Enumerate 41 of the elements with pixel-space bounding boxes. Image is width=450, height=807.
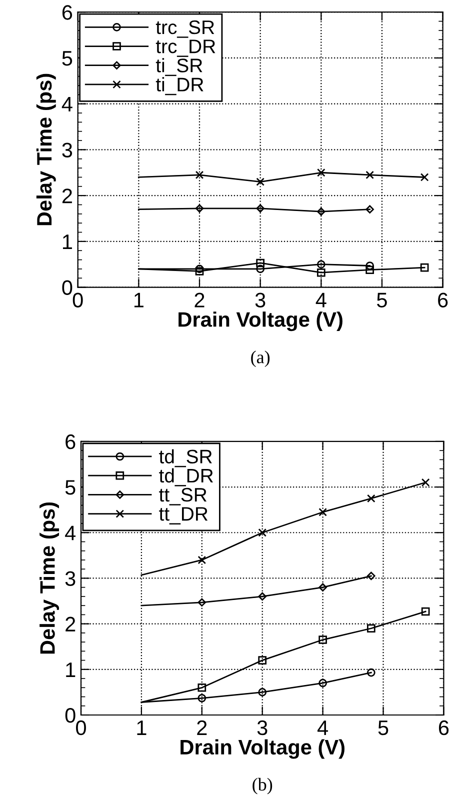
legend-label: tt_DR xyxy=(159,507,208,524)
y-axis-title: Delay Time (ps) xyxy=(36,74,56,226)
x-axis-title: Drain Voltage (V) xyxy=(180,739,344,759)
legend-label: trc_SR xyxy=(156,20,214,38)
y-tick-label: 3 xyxy=(62,142,72,158)
x-tick-label: 2 xyxy=(197,720,207,735)
legend-label: tt_SR xyxy=(159,488,207,506)
legend-label: td_DR xyxy=(159,468,213,486)
y-tick-label: 6 xyxy=(66,434,76,450)
y-axis-title: Delay Time (ps) xyxy=(40,502,59,654)
legend-label: ti_DR xyxy=(156,77,204,96)
x-tick-label: 5 xyxy=(378,720,388,736)
y-tick-label: 6 xyxy=(62,5,72,20)
y-tick-label: 5 xyxy=(62,51,72,66)
x-tick-label: 6 xyxy=(438,720,449,736)
y-tick-label: 3 xyxy=(65,571,76,586)
y-tick-label: 5 xyxy=(65,480,76,495)
legend-label: trc_DR xyxy=(156,40,216,57)
y-tick-label: 2 xyxy=(62,188,72,204)
y-tick-label: 4 xyxy=(62,97,72,112)
x-tick-label: 2 xyxy=(194,292,204,308)
y-tick-label: 1 xyxy=(66,662,76,677)
x-tick-label: 4 xyxy=(316,292,326,308)
x-tick-label: 3 xyxy=(257,720,268,736)
y-tick-label: 4 xyxy=(65,526,76,540)
x-tick-label: 5 xyxy=(377,292,387,308)
x-tick-label: 6 xyxy=(438,292,448,308)
x-tick-label: 1 xyxy=(134,292,144,308)
x-tick-label: 3 xyxy=(255,292,266,308)
legend-label: ti_SR xyxy=(156,58,202,76)
y-tick-label: 1 xyxy=(62,234,72,249)
x-tick-label: 4 xyxy=(317,720,328,735)
legend-label: td_SR xyxy=(159,449,212,468)
x-tick-label: 0 xyxy=(76,720,86,736)
y-tick-label: 0 xyxy=(62,280,72,296)
x-tick-label: 1 xyxy=(137,720,146,735)
x-axis-title: Drain Voltage (V) xyxy=(178,312,342,332)
y-tick-label: 0 xyxy=(65,708,76,723)
text: (b) xyxy=(252,778,272,794)
text: (a) xyxy=(251,350,270,367)
y-tick-label: 2 xyxy=(66,616,76,632)
